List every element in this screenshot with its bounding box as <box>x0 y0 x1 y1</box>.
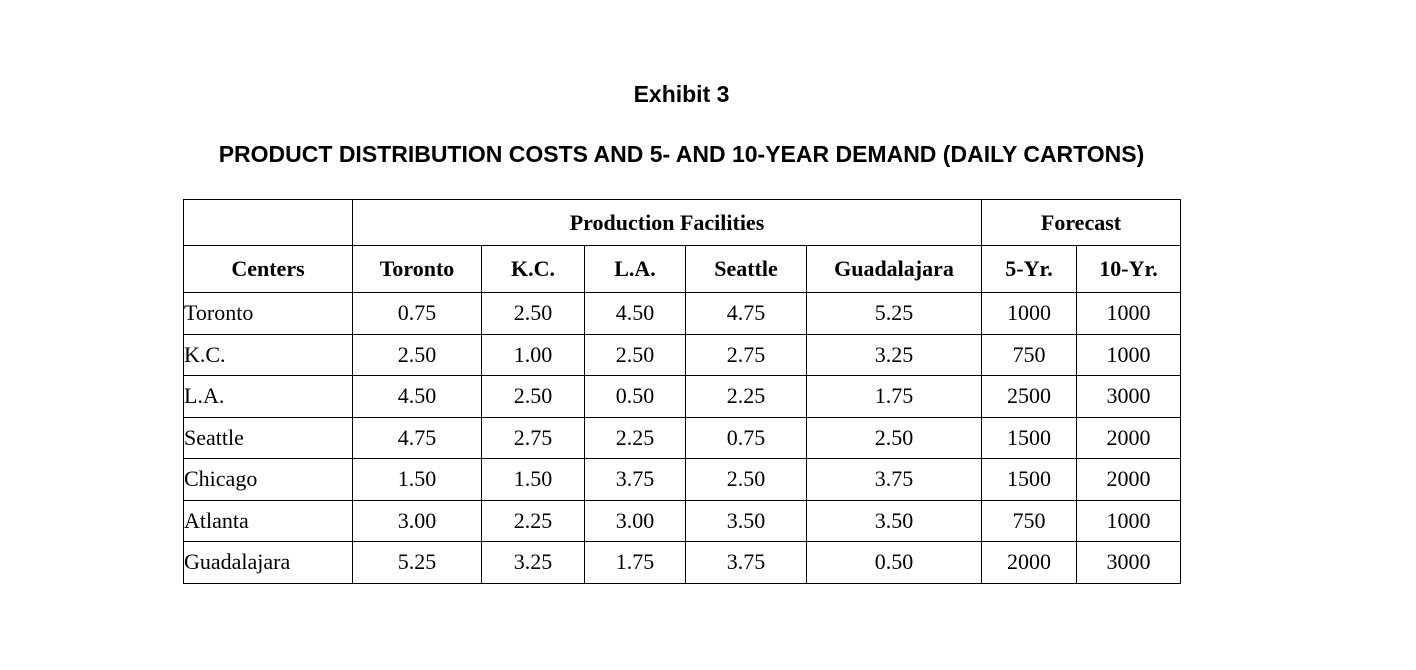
cost-cell: 2.50 <box>584 333 686 376</box>
table-row: Toronto 0.75 2.50 4.50 4.75 5.25 1000 10… <box>183 292 1181 335</box>
document-title: PRODUCT DISTRIBUTION COSTS AND 5- AND 10… <box>218 141 1145 167</box>
column-header: L.A. <box>584 245 686 293</box>
cost-cell: 0.50 <box>806 541 982 584</box>
cost-cell: 3.75 <box>806 458 982 501</box>
forecast-cell: 3000 <box>1076 541 1181 584</box>
distribution-cost-table: Production Facilities Forecast Centers T… <box>183 199 1181 584</box>
table-row: Guadalajara 5.25 3.25 1.75 3.75 0.50 200… <box>183 541 1181 584</box>
cost-cell: 1.75 <box>584 541 686 584</box>
cost-cell: 0.75 <box>352 292 482 335</box>
cost-cell: 3.50 <box>806 499 982 542</box>
blank-header-cell <box>183 199 353 246</box>
cost-cell: 1.50 <box>352 458 482 501</box>
center-name-cell: K.C. <box>183 333 353 376</box>
exhibit-label: Exhibit 3 <box>633 81 730 107</box>
column-header: Toronto <box>352 245 482 293</box>
cost-cell: 5.25 <box>806 292 982 335</box>
cost-cell: 2.50 <box>481 375 585 418</box>
forecast-header: Forecast <box>981 199 1181 246</box>
cost-cell: 3.00 <box>352 499 482 542</box>
cost-cell: 2.25 <box>584 416 686 459</box>
column-header: K.C. <box>481 245 585 293</box>
column-header: Guadalajara <box>806 245 982 293</box>
forecast-cell: 3000 <box>1076 375 1181 418</box>
cost-cell: 2.25 <box>481 499 585 542</box>
center-name-cell: Atlanta <box>183 499 353 542</box>
forecast-cell: 2000 <box>1076 416 1181 459</box>
forecast-cell: 2000 <box>1076 458 1181 501</box>
forecast-cell: 1000 <box>1076 333 1181 376</box>
forecast-cell: 2500 <box>981 375 1077 418</box>
cost-cell: 0.75 <box>685 416 807 459</box>
table-row: Seattle 4.75 2.75 2.25 0.75 2.50 1500 20… <box>183 416 1181 459</box>
cost-cell: 2.25 <box>685 375 807 418</box>
cost-cell: 3.50 <box>685 499 807 542</box>
column-header: 5-Yr. <box>981 245 1077 293</box>
cost-cell: 3.75 <box>584 458 686 501</box>
cost-cell: 3.75 <box>685 541 807 584</box>
forecast-cell: 1000 <box>1076 292 1181 335</box>
cost-cell: 1.50 <box>481 458 585 501</box>
cost-cell: 2.75 <box>685 333 807 376</box>
cost-cell: 0.50 <box>584 375 686 418</box>
cost-cell: 4.50 <box>352 375 482 418</box>
cost-cell: 4.50 <box>584 292 686 335</box>
table-row: Atlanta 3.00 2.25 3.00 3.50 3.50 750 100… <box>183 499 1181 542</box>
cost-cell: 3.00 <box>584 499 686 542</box>
column-header: 10-Yr. <box>1076 245 1181 293</box>
cost-cell: 2.50 <box>685 458 807 501</box>
group-header-row: Production Facilities Forecast <box>183 199 1181 246</box>
cost-cell: 4.75 <box>685 292 807 335</box>
table-row: Chicago 1.50 1.50 3.75 2.50 3.75 1500 20… <box>183 458 1181 501</box>
cost-cell: 2.50 <box>352 333 482 376</box>
column-header-row: Centers Toronto K.C. L.A. Seattle Guadal… <box>183 245 1181 293</box>
column-header: Seattle <box>685 245 807 293</box>
cost-cell: 3.25 <box>806 333 982 376</box>
cost-cell: 2.50 <box>806 416 982 459</box>
forecast-cell: 2000 <box>981 541 1077 584</box>
center-name-cell: Toronto <box>183 292 353 335</box>
cost-cell: 2.50 <box>481 292 585 335</box>
forecast-cell: 1000 <box>981 292 1077 335</box>
forecast-cell: 750 <box>981 499 1077 542</box>
forecast-cell: 750 <box>981 333 1077 376</box>
center-name-cell: Seattle <box>183 416 353 459</box>
cost-cell: 1.75 <box>806 375 982 418</box>
table-row: L.A. 4.50 2.50 0.50 2.25 1.75 2500 3000 <box>183 375 1181 418</box>
cost-cell: 2.75 <box>481 416 585 459</box>
forecast-cell: 1000 <box>1076 499 1181 542</box>
cost-cell: 5.25 <box>352 541 482 584</box>
cost-cell: 3.25 <box>481 541 585 584</box>
cost-cell: 4.75 <box>352 416 482 459</box>
center-name-cell: Chicago <box>183 458 353 501</box>
forecast-cell: 1500 <box>981 416 1077 459</box>
table-row: K.C. 2.50 1.00 2.50 2.75 3.25 750 1000 <box>183 333 1181 376</box>
center-name-cell: Guadalajara <box>183 541 353 584</box>
production-facilities-header: Production Facilities <box>352 199 982 246</box>
center-name-cell: L.A. <box>183 375 353 418</box>
forecast-cell: 1500 <box>981 458 1077 501</box>
column-header: Centers <box>183 245 353 293</box>
cost-cell: 1.00 <box>481 333 585 376</box>
